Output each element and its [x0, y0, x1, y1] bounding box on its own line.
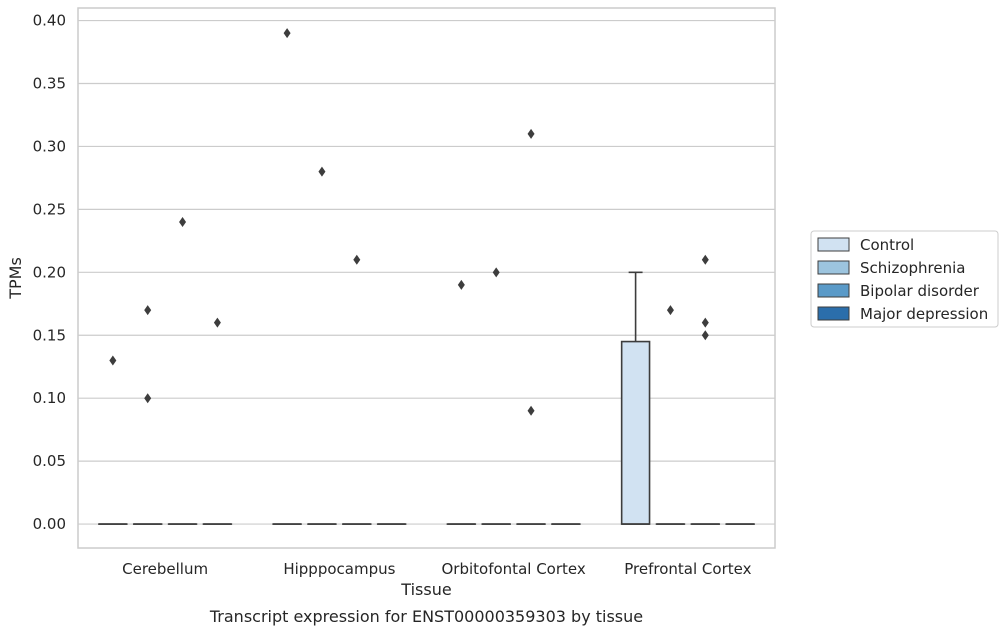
x-tick-label: Cerebellum: [122, 560, 208, 578]
y-tick-label: 0.20: [33, 263, 66, 281]
y-tick-label: 0.40: [33, 12, 66, 30]
outlier-point: [213, 317, 221, 328]
outlier-point: [353, 254, 361, 265]
outlier-point: [701, 330, 709, 341]
x-tick-label: Prefrontal Cortex: [624, 560, 751, 578]
y-tick-label: 0.25: [33, 200, 66, 218]
box: [620, 340, 651, 525]
outlier-point: [318, 166, 326, 177]
x-tick-label: Hipppocampus: [283, 560, 395, 578]
plot-area: [78, 8, 775, 548]
x-axis-title: Tissue: [400, 580, 451, 599]
outlier-point: [701, 254, 709, 265]
legend-label: Major depression: [860, 305, 988, 323]
outlier-point: [109, 355, 117, 366]
y-tick-label: 0.35: [33, 75, 66, 93]
legend-swatch: [817, 283, 850, 298]
outlier-point: [527, 405, 535, 416]
y-tick-label: 0.30: [33, 137, 66, 155]
legend-frame: [810, 230, 999, 328]
outlier-points: [109, 28, 709, 416]
legend-label: Control: [860, 236, 914, 254]
x-tick-labels: Cerebellum Hipppocampus Orbitofontal Corte…: [122, 560, 751, 578]
legend-label: Bipolar disorder: [860, 282, 980, 300]
outlier-point: [179, 216, 187, 227]
outlier-point: [144, 305, 152, 316]
legend-swatch: [817, 260, 850, 275]
plot-frame: [77, 7, 776, 549]
outlier-point: [283, 28, 291, 39]
y-tick-label: 0.15: [33, 326, 66, 344]
x-tick-label: Orbitofontal Cortex: [442, 560, 586, 578]
outlier-point: [144, 393, 152, 404]
y-axis-title: TPMs: [6, 257, 25, 300]
outlier-point: [527, 128, 535, 139]
y-gridlines: [78, 19, 775, 525]
y-tick-label: 0.05: [33, 452, 66, 470]
legend-swatch: [817, 237, 850, 252]
y-tick-label: 0.00: [33, 515, 66, 533]
chart-caption: Transcript expression for ENST0000035930…: [209, 607, 643, 626]
y-tick-labels: 0.00 0.05 0.10 0.15 0.20 0.25 0.30 0.35 0.40: [33, 12, 66, 533]
outlier-point: [492, 267, 500, 278]
legend: Control Schizophrenia Bipolar disorder Majo…: [810, 230, 999, 328]
legend-swatch: [817, 306, 850, 321]
outlier-point: [457, 279, 465, 290]
box-series: [98, 271, 755, 525]
legend-label: Schizophrenia: [860, 259, 965, 277]
outlier-point: [666, 305, 674, 316]
outlier-point: [701, 317, 709, 328]
y-tick-label: 0.10: [33, 389, 66, 407]
